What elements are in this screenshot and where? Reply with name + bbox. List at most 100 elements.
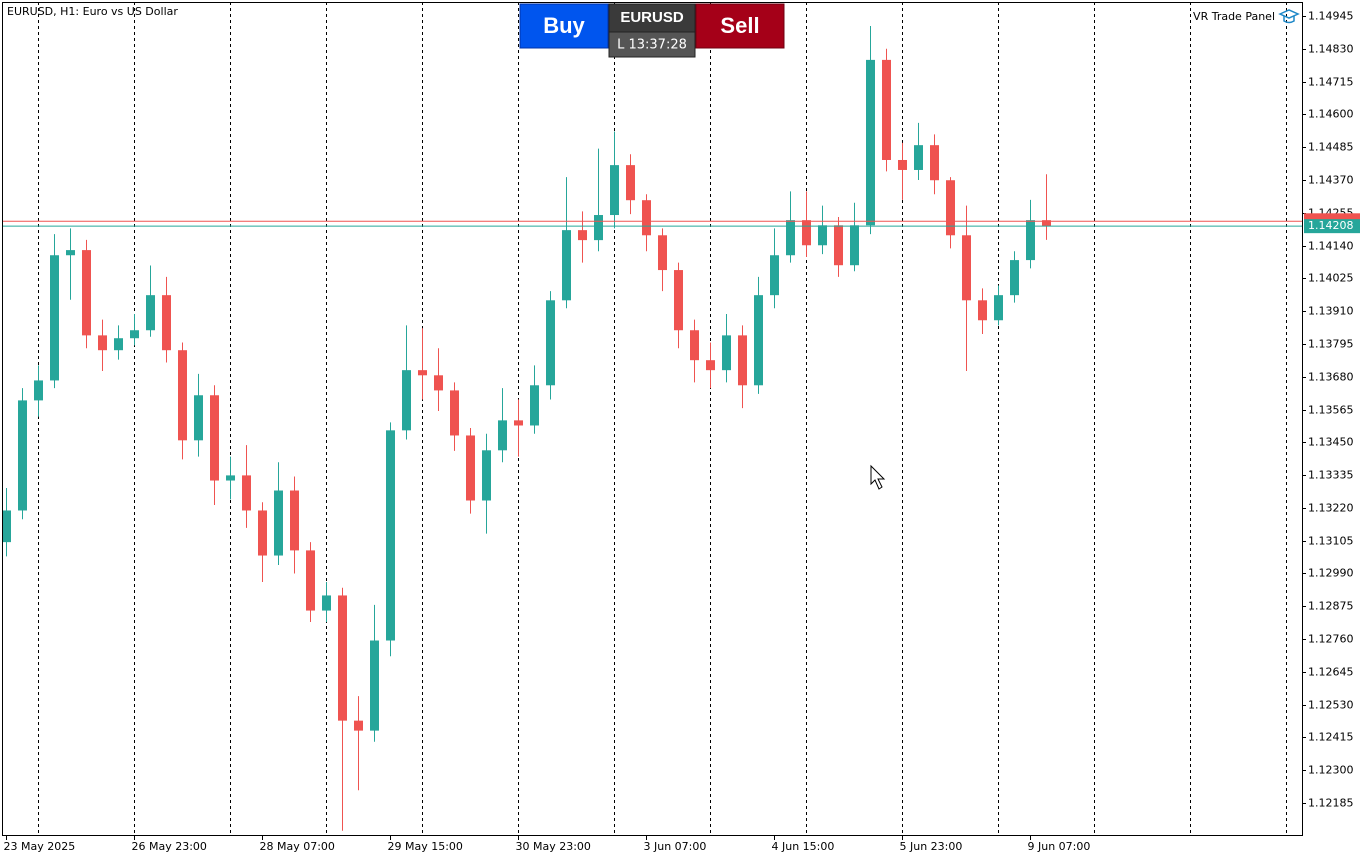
candle-body [770,255,779,296]
y-tick-label: 1.14370 [1308,174,1354,187]
y-tick-label: 1.13795 [1308,338,1354,351]
candle-body [178,350,187,441]
y-tick-label: 1.12415 [1308,731,1354,744]
x-tick-label: 29 May 15:00 [388,840,463,853]
candle-body [386,430,395,641]
candle-body [18,400,27,511]
candle-body [2,510,11,543]
candle-body [162,295,171,351]
candle-body [466,435,475,501]
candle-body [914,145,923,170]
candle-body [562,230,571,301]
candle-body [434,375,443,391]
symbol-box: EURUSD L 13:37:28 [608,3,696,58]
y-tick-label: 1.14025 [1308,272,1354,285]
candle-body [450,390,459,436]
symbol-label: EURUSD [620,9,684,26]
panel-icon[interactable] [1278,9,1300,24]
candle-body [610,165,619,216]
y-tick-label: 1.12530 [1308,699,1354,712]
y-tick-label: 1.12645 [1308,666,1354,679]
candle-body [626,165,635,201]
y-tick-label: 1.12300 [1308,764,1354,777]
candle-body [674,270,683,331]
candle-body [1010,260,1019,296]
candle-body [546,300,555,386]
chart-title: EURUSD, H1: Euro vs US Dollar [7,5,178,18]
y-tick-label: 1.12760 [1308,633,1354,646]
bid-label: 1.14208 [1308,219,1354,232]
bid-box [1304,219,1360,234]
buy-label[interactable]: Buy [543,13,585,38]
candle-body [1026,220,1035,261]
candle-body [370,640,379,731]
y-tick-label: 1.14945 [1308,10,1354,23]
candle-body [1042,220,1051,227]
candle-body [962,235,971,301]
y-tick-label: 1.13680 [1308,371,1354,384]
candle-body [690,330,699,361]
candle-body [290,490,299,551]
y-tick-label: 1.13450 [1308,436,1354,449]
candle-body [834,225,843,266]
candle-body [722,335,731,371]
grid: 1.12185 1.12300 1.12415 1.12530 1.12645 1.127… [4,10,1354,854]
y-tick-label: 1.14715 [1308,76,1354,89]
y-tick-label: 1.13105 [1308,535,1354,548]
candle-body [802,220,811,246]
candle-body [930,145,939,181]
candle-body [738,335,747,386]
ask-marker [1304,213,1360,223]
x-tick-label: 30 May 23:00 [516,840,591,853]
candle-body [578,230,587,241]
x-tick-label: 3 Jun 07:00 [644,840,707,853]
candle-body [402,370,411,431]
candle-body [354,720,363,731]
x-tick-label: 26 May 23:00 [132,840,207,853]
candle-body [194,395,203,441]
candle-body [530,385,539,426]
candle-body [226,475,235,481]
candles [2,25,1051,831]
y-tick-label: 1.13565 [1308,404,1354,417]
candle-body [482,450,491,501]
y-tick-label: 1.14140 [1308,240,1354,253]
y-tick-label: 1.13220 [1308,502,1354,515]
candle-body [274,490,283,556]
candle-body [34,380,43,401]
candle-body [818,225,827,246]
candle-body [66,250,75,256]
candle-body [994,295,1003,321]
panel-label[interactable]: VR Trade Panel [1193,10,1275,23]
candle-body [754,295,763,386]
x-tick-label: 4 Jun 15:00 [772,840,835,853]
candle-body [866,59,875,226]
sell-label[interactable]: Sell [720,13,759,38]
candle-body [594,215,603,241]
candle-body [946,180,955,236]
buy-button[interactable]: Buy [519,3,609,49]
candle-body [130,330,139,339]
sell-button[interactable]: Sell [695,3,785,49]
candle-body [850,225,859,266]
y-tick-label: 1.14830 [1308,43,1354,56]
y-tick-label: 1.14485 [1308,141,1354,154]
candle-body [898,159,907,170]
y-tick-label: 1.13335 [1308,469,1354,482]
candle-body [786,220,795,256]
candle-body [242,475,251,511]
candle-body [978,300,987,321]
candle-body [642,200,651,236]
candle-body [706,360,715,371]
mouse-cursor [870,464,886,490]
candle-body [658,235,667,271]
candle-body [498,420,507,451]
x-tick-label: 23 May 2025 [4,840,76,853]
candle-body [322,595,331,611]
candle-body [82,250,91,336]
candle-body [258,510,267,556]
candle-body [338,595,347,721]
candle-body [114,338,123,351]
